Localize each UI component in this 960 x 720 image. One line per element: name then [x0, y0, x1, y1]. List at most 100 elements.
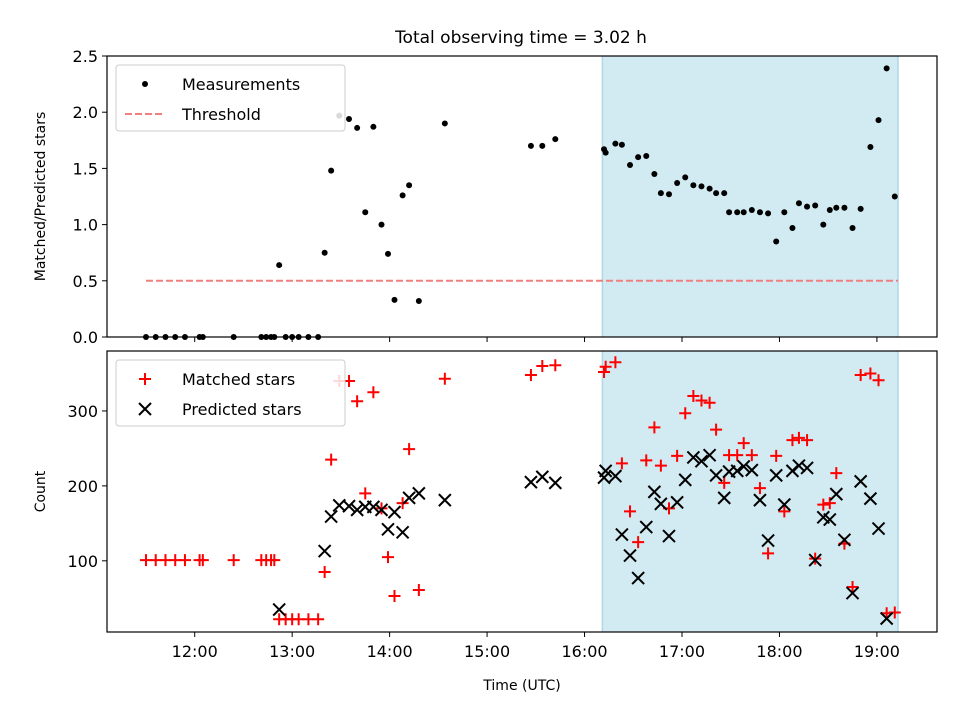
measurement-point: [891, 193, 898, 200]
legend-label-measurements: Measurements: [182, 75, 300, 94]
predicted-star-point: [387, 505, 402, 519]
measurement-point: [812, 202, 819, 209]
matched-star-point: [745, 449, 758, 462]
measurement-point: [756, 209, 763, 216]
predicted-star-point: [753, 493, 767, 507]
x-tick-label: 16:00: [561, 642, 607, 661]
predicted-star-point: [745, 463, 759, 477]
measurement-point: [665, 191, 672, 198]
measurement-point: [415, 298, 422, 305]
predicted-star-point: [623, 548, 637, 563]
matched-star-point: [703, 396, 716, 409]
measurement-point: [826, 206, 833, 213]
highlight-span: [602, 56, 899, 337]
matched-star-point: [403, 443, 416, 456]
measurement-point: [627, 162, 634, 169]
predicted-star-point: [654, 497, 668, 511]
measurement-point: [682, 174, 689, 181]
measurement-point: [773, 238, 780, 245]
matched-star-point: [888, 606, 901, 619]
measurement-point: [726, 209, 733, 216]
predicted-star-point: [395, 525, 410, 540]
predicted-star-point: [647, 485, 662, 499]
measurement-point: [441, 120, 448, 127]
y-tick-label: 300: [67, 402, 98, 421]
predicted-star-point: [800, 461, 814, 475]
matched-star-point: [178, 554, 191, 567]
matched-star-point: [654, 459, 667, 472]
x-tick-label: 15:00: [464, 642, 510, 661]
highlight-span: [602, 351, 899, 632]
y-tick-label: 0.0: [73, 328, 98, 347]
x-tick-label: 13:00: [269, 642, 315, 661]
measurement-point: [635, 154, 642, 161]
legend-predicted-handle: [138, 402, 152, 416]
measurement-point: [618, 141, 625, 148]
predicted-star-point: [702, 448, 717, 462]
matched-star-point: [770, 449, 783, 462]
x-tick-label: 14:00: [367, 642, 413, 661]
predicted-star-point: [863, 491, 878, 506]
predicted-star-point: [686, 450, 701, 465]
predicted-star-point: [792, 458, 806, 473]
predicted-star-point: [350, 503, 364, 517]
predicted-star-point: [381, 522, 395, 537]
y-tick-label: 200: [67, 477, 98, 496]
measurement-point: [867, 144, 874, 151]
predicted-star-point: [808, 553, 822, 567]
measurement-point: [321, 249, 328, 256]
legend-matched-handle: [139, 373, 151, 385]
matched-star-point: [412, 584, 425, 597]
matched-star-point: [312, 613, 325, 626]
matched-star-point: [325, 453, 338, 466]
matched-star-point: [351, 395, 364, 408]
measurement-point: [391, 296, 398, 303]
matched-star-point: [786, 434, 799, 447]
matched-star-point: [792, 431, 805, 444]
legend-label-threshold: Threshold: [181, 105, 261, 124]
matched-star-point: [801, 434, 814, 447]
matched-star-point: [632, 536, 645, 549]
matched-star-point: [854, 368, 867, 381]
matched-star-point: [817, 498, 830, 511]
measurement-point: [789, 224, 796, 231]
measurement-point: [612, 140, 619, 147]
matched-star-point: [268, 554, 281, 567]
predicted-star-point: [845, 586, 860, 600]
predicted-star-point: [402, 491, 416, 505]
matched-star-point: [648, 421, 661, 434]
count-panel-xlabel: Time (UTC): [482, 678, 560, 694]
ratio-panel-marks: [142, 65, 899, 340]
predicted-star-point: [823, 512, 837, 527]
matched-star-point: [671, 449, 684, 462]
measurement-point: [849, 224, 856, 231]
measurement-point: [657, 190, 664, 197]
count-panel-frame: [106, 350, 938, 633]
measurement-point: [378, 221, 385, 228]
predicted-star-point: [709, 468, 723, 483]
matched-star-point: [615, 457, 628, 470]
measurement-point: [362, 209, 369, 216]
measurement-point: [552, 136, 559, 143]
measurement-point: [883, 65, 890, 72]
matched-star-point: [762, 547, 775, 560]
predicted-star-point: [324, 509, 338, 524]
predicted-star-point: [608, 469, 623, 483]
matched-star-point: [598, 365, 611, 378]
measurement-point: [399, 192, 406, 199]
matched-star-point: [679, 407, 692, 420]
count-panel-ylabel: Count: [33, 470, 49, 512]
matched-star-point: [695, 394, 708, 407]
matched-star-point: [524, 368, 537, 381]
predicted-star-point: [631, 571, 645, 585]
measurement-point: [795, 200, 802, 207]
measurement-point: [406, 182, 413, 189]
measurement-point: [276, 262, 283, 269]
measurement-point: [781, 209, 788, 216]
measurement-point: [651, 171, 658, 178]
matched-star-point: [778, 505, 791, 518]
matched-star-point: [227, 554, 240, 567]
matched-star-point: [609, 356, 622, 369]
measurement-point: [527, 142, 534, 149]
